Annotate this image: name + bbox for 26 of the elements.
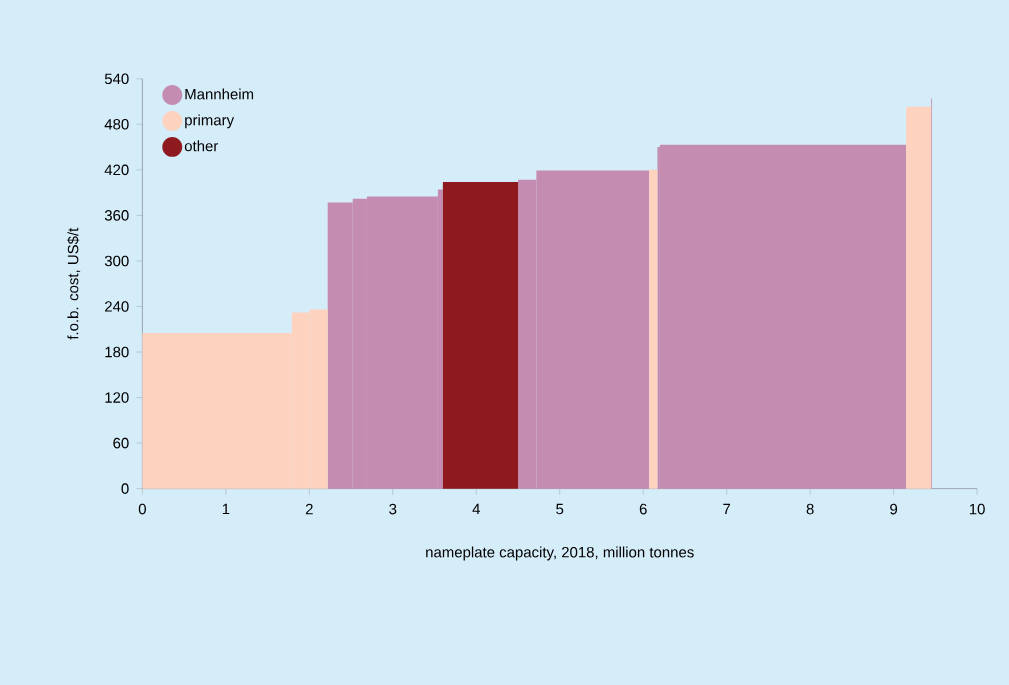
x-tick-label: 8 [806,503,814,515]
y-tick-label: 180 [105,346,129,358]
x-tick-label: 7 [723,503,731,515]
x-tick-label: 2 [305,503,313,515]
x-tick-label: 3 [389,503,397,515]
x-tick-label: 10 [969,503,985,515]
legend-label: other [184,140,219,152]
x-tick-label: 0 [138,503,146,515]
x-tick-label: 1 [222,503,230,515]
y-axis-title: f.o.b. cost, US$/t [67,227,81,340]
legend-label: primary [185,114,235,129]
y-tick-label: 420 [104,164,129,176]
x-axis-title: nameplate capacity, 2018, million tonnes [426,546,694,561]
x-tick-label: 5 [556,503,564,515]
y-tick-label: 480 [104,118,129,130]
y-tick-label: 360 [104,210,129,221]
y-tick-label: 300 [104,255,129,267]
y-tick-label: 60 [113,437,129,449]
y-tick-label: 240 [105,301,129,312]
x-tick-label: 4 [472,503,480,515]
y-tick-label: 540 [104,73,129,85]
legend-label: Mannheim [185,88,254,100]
y-tick-label: 0 [121,483,129,494]
x-tick-label: 9 [890,503,898,515]
y-tick-label: 120 [105,392,129,403]
x-tick-label: 6 [639,503,647,515]
